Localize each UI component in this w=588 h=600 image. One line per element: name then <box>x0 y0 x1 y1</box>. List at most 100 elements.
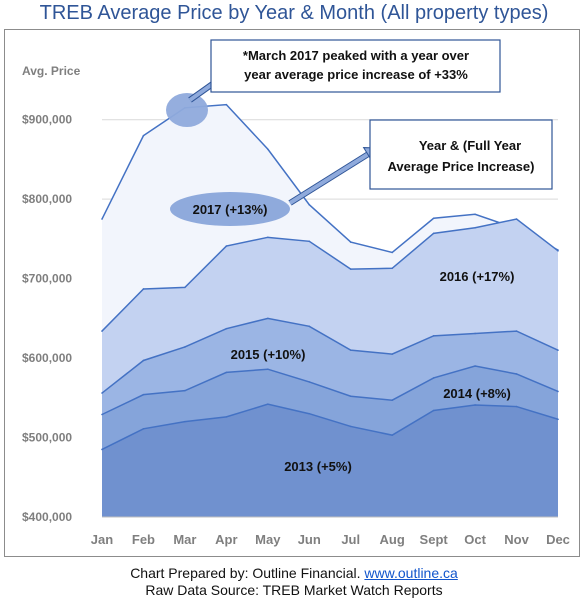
y-tick-label: $900,000 <box>22 113 72 127</box>
data-point-2015 <box>101 392 103 394</box>
x-tick-label: Mar <box>173 532 196 547</box>
data-point-2017 <box>349 241 352 243</box>
data-point-2014 <box>142 393 145 396</box>
area-label-2013: 2013 (+5%) <box>284 459 352 474</box>
x-tick-label: May <box>255 532 281 547</box>
data-point-2015 <box>515 330 518 332</box>
x-tick-label: Aug <box>380 532 405 547</box>
data-point-2014 <box>184 389 186 392</box>
series-line-2013 <box>101 403 559 451</box>
data-point-2017 <box>142 134 145 137</box>
data-point-2016 <box>267 236 269 239</box>
legend-arrow-shaft <box>288 146 380 205</box>
series-line-2014 <box>101 365 559 416</box>
data-point-2013 <box>391 434 393 436</box>
data-point-2013 <box>557 418 559 421</box>
data-point-2016 <box>142 288 145 290</box>
data-point-2013 <box>515 405 518 408</box>
data-point-2014 <box>349 395 352 398</box>
x-tick-label: Jul <box>341 532 360 547</box>
y-tick-label: $800,000 <box>22 192 72 206</box>
data-point-2015 <box>308 325 311 328</box>
data-point-2017 <box>432 217 435 220</box>
x-tick-label: Jan <box>91 532 113 547</box>
data-point-2015 <box>267 317 269 320</box>
peak-highlight-ellipse <box>166 93 208 127</box>
data-point-2015 <box>142 359 145 362</box>
data-point-2014 <box>474 365 476 367</box>
data-point-2014 <box>557 390 559 393</box>
data-point-2016 <box>557 250 559 252</box>
data-point-2017 <box>391 251 393 254</box>
data-point-2015 <box>557 349 559 351</box>
series-line-2015 <box>101 317 559 394</box>
chart-svg: $400,000 $500,000 $600,000 $700,000 $800,000… <box>22 39 570 547</box>
legend-callout-text: Year & (Full Year <box>419 138 521 153</box>
x-tick-label: Sept <box>420 532 449 547</box>
data-point-2017 <box>225 103 228 106</box>
x-tick-label: Dec <box>546 532 570 547</box>
axes: $400,000 $500,000 $600,000 $700,000 $800,000… <box>22 64 570 547</box>
data-point-2016 <box>515 218 518 220</box>
annotations: *March 2017 peaked with a year over year … <box>166 39 553 206</box>
y-tick-label: $700,000 <box>22 272 72 286</box>
data-point-2013 <box>184 420 186 423</box>
data-point-2016 <box>349 268 352 270</box>
legend-arrow <box>288 145 380 206</box>
data-point-2015 <box>432 335 435 337</box>
area-label-2017: 2017 (+13%) <box>193 202 268 217</box>
y-tick-label: $400,000 <box>22 510 72 524</box>
series-line-2016 <box>101 218 559 332</box>
chart-frame <box>4 29 580 557</box>
data-point-2017 <box>101 218 103 220</box>
data-point-2017 <box>308 203 311 206</box>
area-label-2015: 2015 (+10%) <box>231 347 306 362</box>
footer-credit-text: Chart Prepared by: Outline Financial. <box>130 565 365 581</box>
legend-callout-box <box>369 119 553 190</box>
data-point-2017 <box>474 213 476 216</box>
data-point-2013 <box>267 403 269 405</box>
x-tick-label: Apr <box>215 532 237 547</box>
data-point-2013 <box>101 448 103 451</box>
data-point-2015 <box>391 353 393 355</box>
data-point-2014 <box>267 368 269 371</box>
peak-callout-text: *March 2017 peaked with a year over <box>243 48 469 63</box>
data-point-2013 <box>432 409 435 412</box>
data-point-2013 <box>349 425 352 428</box>
x-tick-label: Jun <box>298 532 321 547</box>
area-2013 <box>102 404 558 517</box>
peak-callout-text: year average price increase of +33% <box>244 67 468 82</box>
y-axis-title: Avg. Price <box>22 64 81 78</box>
footer-source: Raw Data Source: TREB Market Watch Repor… <box>145 582 443 598</box>
areas <box>101 103 559 517</box>
data-point-2015 <box>184 346 186 348</box>
data-point-2014 <box>101 413 103 416</box>
data-point-2016 <box>474 226 476 229</box>
x-tick-label: Oct <box>464 532 486 547</box>
legend-callout-text: Average Price Increase) <box>388 159 535 174</box>
data-point-2016 <box>225 245 228 247</box>
data-point-2013 <box>474 404 476 406</box>
data-point-2014 <box>308 381 311 383</box>
data-point-2016 <box>432 232 435 235</box>
data-point-2013 <box>142 428 145 430</box>
data-point-2016 <box>391 267 393 270</box>
area-label-2014: 2014 (+8%) <box>443 386 511 401</box>
data-point-2014 <box>225 371 228 374</box>
data-point-2014 <box>515 373 518 375</box>
data-point-2013 <box>225 416 228 418</box>
peak-callout-box <box>210 39 501 93</box>
data-point-2015 <box>349 349 352 351</box>
chart-title: TREB Average Price by Year & Month (All … <box>39 2 549 24</box>
x-tick-label: Nov <box>504 532 529 547</box>
data-point-2016 <box>308 240 311 243</box>
data-point-2014 <box>432 377 435 379</box>
data-point-2015 <box>474 332 476 335</box>
footer-link[interactable]: www.outline.ca <box>364 565 458 581</box>
data-point-2015 <box>225 327 228 330</box>
y-tick-label: $500,000 <box>22 431 72 445</box>
footer-credit: Chart Prepared by: Outline Financial. ww… <box>0 565 588 581</box>
y-tick-label: $600,000 <box>22 351 72 365</box>
area-label-2016: 2016 (+17%) <box>440 269 515 284</box>
x-tick-label: Feb <box>132 532 155 547</box>
